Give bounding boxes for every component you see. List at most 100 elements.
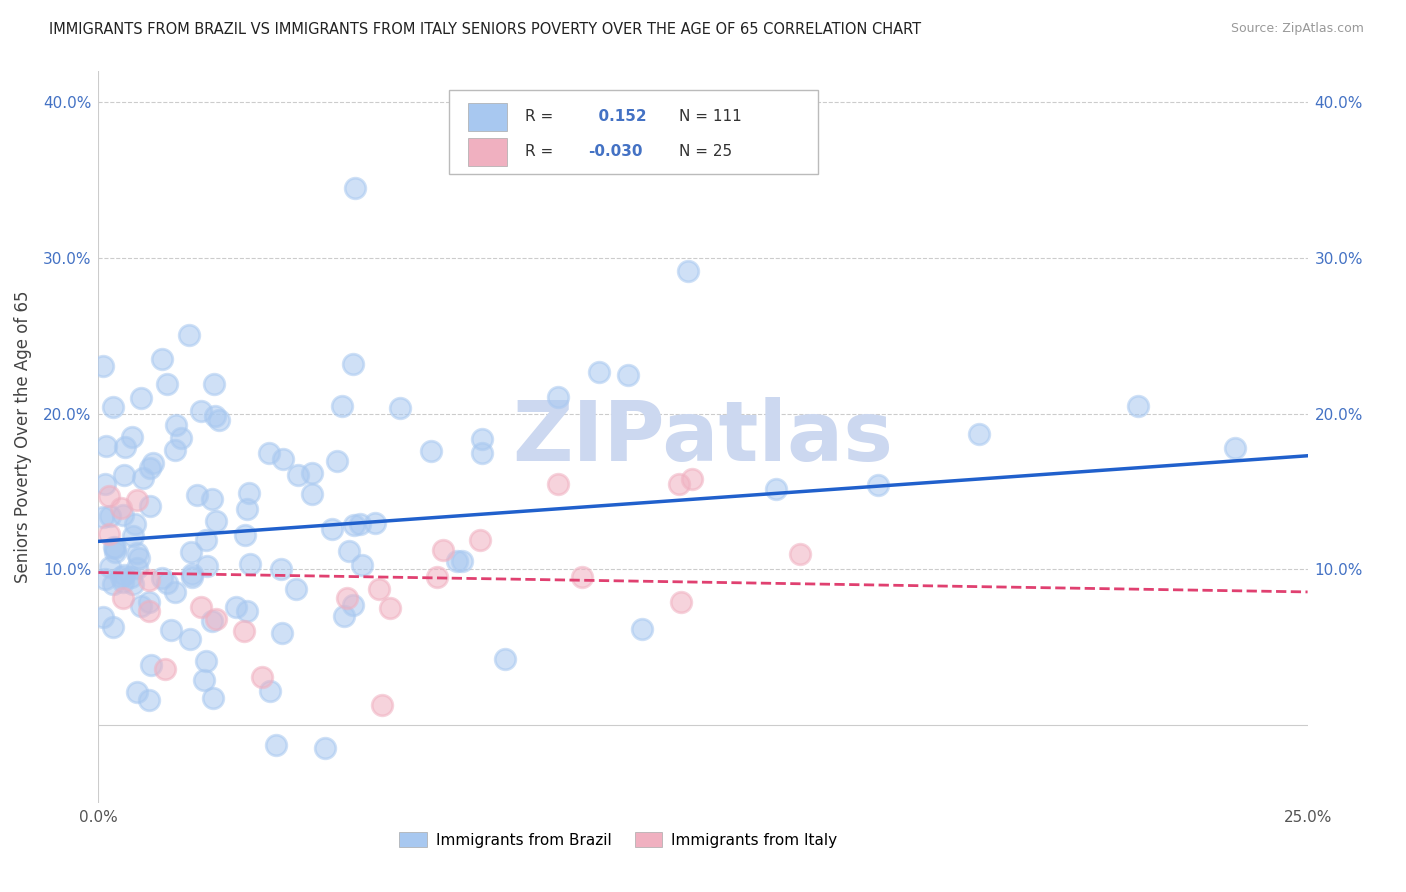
Point: [352, 558, 374, 572]
Point: [163, 443, 186, 458]
Point: [101, 400, 124, 414]
Point: [204, 612, 226, 626]
Point: [204, 409, 226, 424]
Point: [285, 582, 308, 596]
Point: [150, 570, 173, 584]
Point: [238, 486, 260, 500]
Point: [669, 595, 692, 609]
Point: [98, 560, 121, 574]
Point: [193, 673, 215, 687]
Point: [451, 554, 474, 568]
Point: [868, 478, 890, 492]
Point: [287, 467, 309, 482]
Text: IMMIGRANTS FROM BRAZIL VS IMMIGRANTS FROM ITALY SENIORS POVERTY OVER THE AGE OF : IMMIGRANTS FROM BRAZIL VS IMMIGRANTS FRO…: [49, 22, 921, 37]
Point: [121, 430, 143, 444]
Point: [432, 542, 454, 557]
Y-axis label: Seniors Poverty Over the Age of 65: Seniors Poverty Over the Age of 65: [14, 291, 32, 583]
Point: [138, 499, 160, 513]
Point: [128, 550, 150, 565]
Point: [111, 574, 134, 589]
Point: [124, 517, 146, 532]
Point: [380, 601, 402, 615]
Point: [321, 522, 343, 536]
Point: [202, 376, 225, 391]
Point: [250, 670, 273, 684]
Point: [91, 609, 114, 624]
Text: ZIPatlas: ZIPatlas: [513, 397, 893, 477]
Point: [233, 624, 256, 638]
Point: [101, 620, 124, 634]
FancyBboxPatch shape: [468, 103, 508, 130]
Point: [388, 401, 411, 415]
Point: [201, 614, 224, 628]
Point: [180, 545, 202, 559]
Point: [349, 516, 371, 531]
Point: [150, 351, 173, 366]
Text: R =: R =: [526, 109, 554, 124]
Point: [264, 739, 287, 753]
Point: [104, 541, 127, 556]
Point: [678, 263, 700, 277]
Point: [121, 570, 143, 584]
Point: [681, 472, 703, 486]
Point: [330, 399, 353, 413]
FancyBboxPatch shape: [468, 138, 508, 166]
Point: [616, 368, 638, 382]
Point: [225, 599, 247, 614]
Point: [326, 453, 349, 467]
Point: [190, 404, 212, 418]
Point: [371, 698, 394, 713]
Point: [257, 446, 280, 460]
Point: [1128, 399, 1150, 413]
Point: [468, 533, 491, 547]
Point: [259, 683, 281, 698]
Point: [94, 572, 117, 586]
Point: [179, 632, 201, 646]
Point: [125, 492, 148, 507]
Point: [156, 575, 179, 590]
Text: N = 111: N = 111: [679, 109, 741, 124]
Point: [471, 433, 494, 447]
Point: [112, 568, 135, 582]
Point: [98, 527, 121, 541]
Point: [125, 546, 148, 560]
Point: [138, 595, 160, 609]
Point: [127, 561, 149, 575]
Point: [471, 446, 494, 460]
Point: [301, 466, 323, 480]
Point: [97, 490, 120, 504]
Point: [201, 492, 224, 507]
Point: [93, 477, 115, 491]
Point: [314, 740, 336, 755]
Point: [270, 562, 292, 576]
Point: [132, 471, 155, 485]
Point: [103, 540, 125, 554]
Point: [202, 690, 225, 705]
Point: [631, 622, 654, 636]
Point: [110, 570, 132, 584]
Point: [180, 566, 202, 581]
Point: [139, 657, 162, 672]
Text: 0.152: 0.152: [588, 109, 647, 124]
Point: [127, 685, 149, 699]
Legend: Immigrants from Brazil, Immigrants from Italy: Immigrants from Brazil, Immigrants from …: [394, 825, 844, 854]
Point: [91, 359, 114, 373]
Point: [110, 501, 132, 516]
Point: [342, 357, 364, 371]
Point: [494, 651, 516, 665]
Point: [195, 533, 218, 548]
Point: [112, 591, 135, 606]
Point: [111, 508, 134, 523]
Point: [195, 654, 218, 668]
Point: [138, 604, 160, 618]
Point: [204, 514, 226, 528]
Point: [170, 431, 193, 445]
Point: [271, 625, 294, 640]
Text: -0.030: -0.030: [588, 145, 643, 160]
Point: [165, 417, 187, 432]
Point: [179, 327, 201, 342]
Point: [547, 390, 569, 404]
Point: [336, 591, 359, 606]
Point: [131, 599, 153, 613]
Point: [91, 509, 114, 524]
